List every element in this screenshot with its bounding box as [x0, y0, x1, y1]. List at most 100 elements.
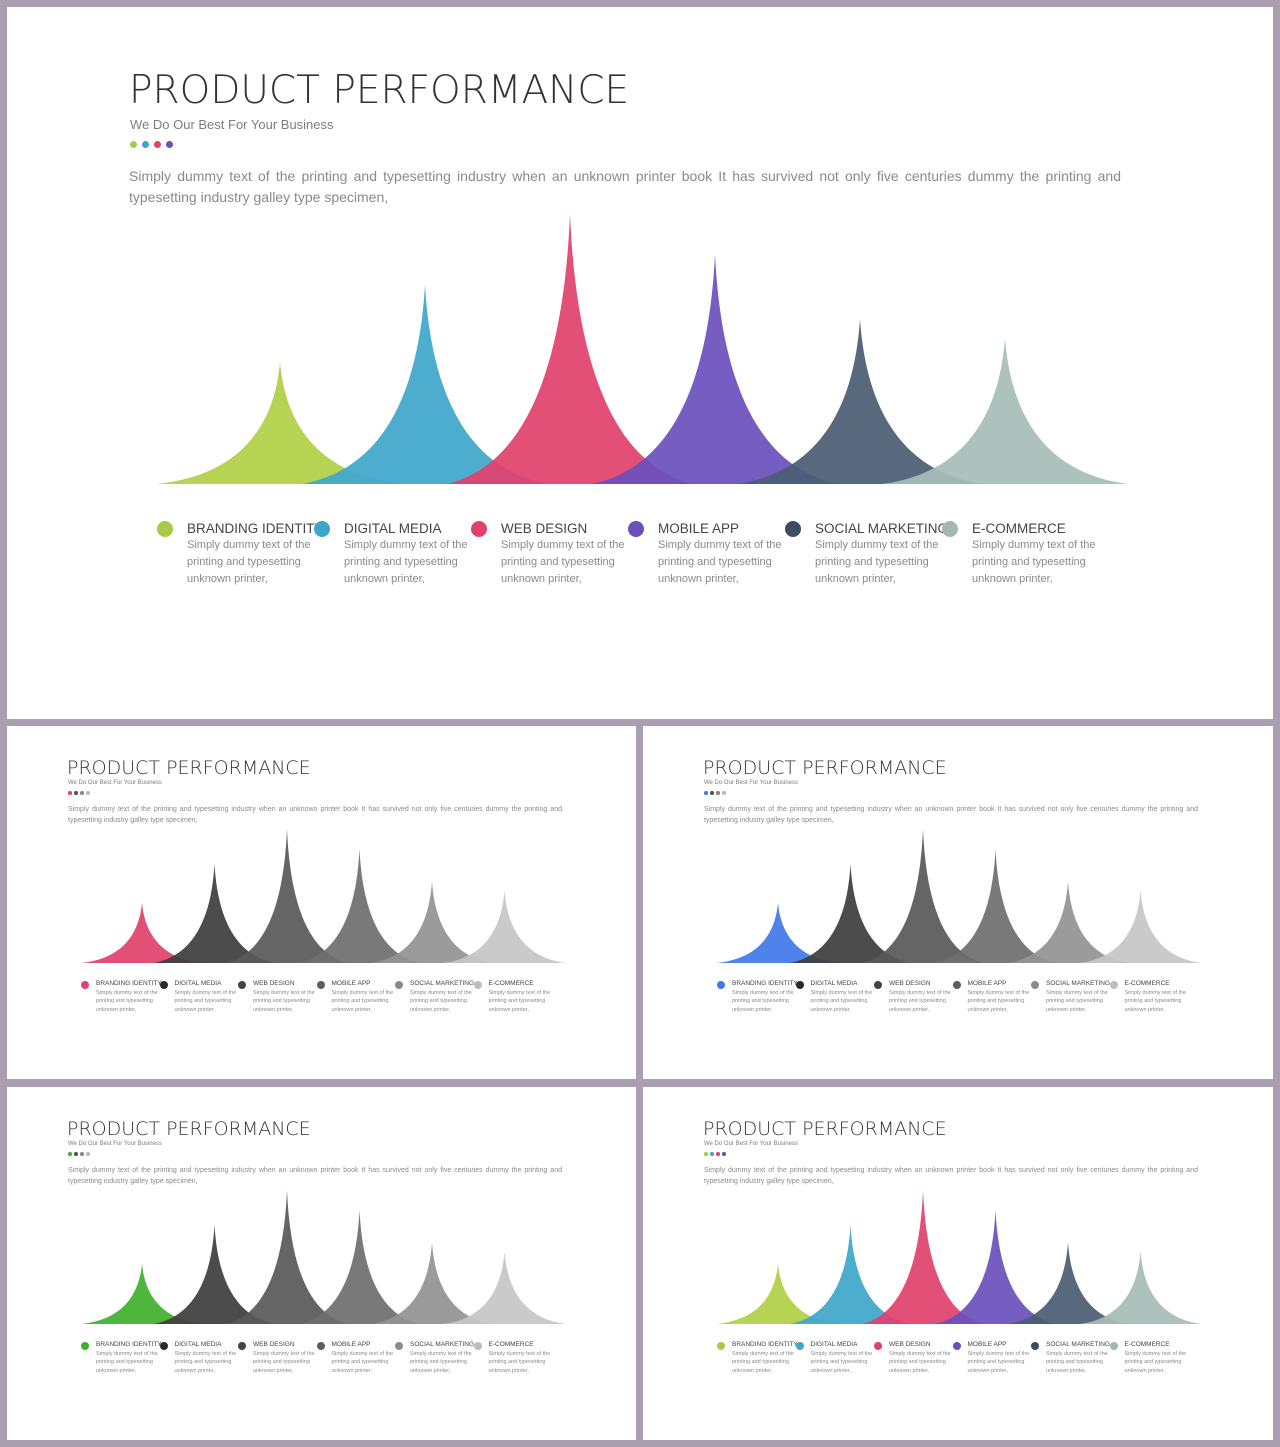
legend: BRANDING IDENTITY Simply dummy text of th…	[717, 1341, 1188, 1375]
legend-item: E-COMMERCE Simply dummy text of the print…	[473, 980, 553, 1014]
legend-label: DIGITAL MEDIA	[810, 1341, 858, 1348]
legend-item: MOBILE APP Simply dummy text of the print…	[316, 1341, 396, 1375]
accent-dots	[68, 1152, 90, 1156]
legend-label: WEB DESIGN	[889, 980, 931, 987]
legend-description: Simply dummy text of the printing and ty…	[732, 989, 794, 1013]
slide-slide-green: PRODUCT PERFORMANCE We Do Our Best For Yo…	[7, 1087, 636, 1440]
legend-description: Simply dummy text of the printing and ty…	[174, 989, 237, 1013]
accent-dot	[722, 1152, 726, 1156]
legend-label: BRANDING IDENTITY	[96, 1341, 162, 1348]
legend-description: Simply dummy text of the printing and ty…	[253, 1350, 315, 1374]
legend-description: Simply dummy text of the printing and ty…	[253, 989, 315, 1013]
legend-item: BRANDING IDENTITY Simply dummy text of th…	[717, 980, 798, 1014]
legend-label: SOCIAL MARKETING	[410, 1341, 475, 1348]
slide-slide-main: PRODUCT PERFORMANCE We Do Our Best For Yo…	[7, 7, 1273, 719]
legend-description: Simply dummy text of the printing and ty…	[344, 539, 468, 585]
accent-dot	[704, 791, 708, 795]
legend-label: SOCIAL MARKETING	[1046, 1341, 1111, 1348]
slide-description: Simply dummy text of the printing and ty…	[129, 168, 1121, 205]
peak-2	[153, 863, 276, 963]
peak-2	[302, 284, 548, 484]
legend-description: Simply dummy text of the printing and ty…	[331, 1350, 394, 1374]
peak-4	[592, 254, 838, 484]
legend-item: BRANDING IDENTITY Simply dummy text of th…	[157, 520, 324, 588]
accent-dot	[86, 1152, 90, 1156]
legend-item: MOBILE APP Simply dummy text of the print…	[316, 980, 396, 1014]
peak-1	[81, 902, 203, 963]
legend-dot	[717, 1341, 725, 1350]
legend-label: SOCIAL MARKETING	[410, 980, 475, 987]
legend-dot	[952, 980, 961, 989]
slide-subtitle: We Do Our Best For Your Business	[68, 780, 162, 786]
accent-dot	[716, 791, 720, 795]
peak-6	[443, 890, 566, 963]
legend-item: DIGITAL MEDIA Simply dummy text of the pr…	[795, 980, 875, 1014]
legend-dot	[157, 521, 173, 538]
legend-label: MOBILE APP	[331, 1341, 371, 1348]
peak-2	[153, 1224, 276, 1324]
peak-3	[862, 1190, 984, 1324]
peak-6	[443, 1251, 566, 1324]
slide-subtitle: We Do Our Best For Your Business	[130, 117, 334, 132]
accent-dot	[74, 791, 78, 795]
legend-label: MOBILE APP	[967, 1341, 1007, 1348]
accent-dot	[80, 1152, 84, 1156]
accent-dot	[722, 791, 726, 795]
legend-description: Simply dummy text of the printing and ty…	[174, 1350, 237, 1374]
legend-label: SOCIAL MARKETING	[815, 521, 949, 536]
peak-2	[789, 863, 912, 963]
legend-dot	[238, 980, 246, 989]
legend-label: BRANDING IDENTITY	[96, 980, 162, 987]
legend: BRANDING IDENTITY Simply dummy text of th…	[717, 980, 1188, 1014]
legend-item: SOCIAL MARKETING Simply dummy text of the…	[785, 520, 949, 588]
peak-4	[934, 1210, 1057, 1324]
legend-description: Simply dummy text of the printing and ty…	[1046, 1350, 1108, 1374]
legend-dot	[628, 521, 644, 538]
legend-description: Simply dummy text of the printing and ty…	[488, 1350, 551, 1374]
slide-description: Simply dummy text of the printing and ty…	[704, 806, 1198, 824]
legend-dot	[314, 521, 330, 538]
legend-item: WEB DESIGN Simply dummy text of the print…	[238, 1341, 317, 1375]
legend-item: MOBILE APP Simply dummy text of the print…	[952, 980, 1032, 1014]
legend-dot	[1031, 980, 1039, 989]
slide-slide-color-small: PRODUCT PERFORMANCE We Do Our Best For Yo…	[643, 1087, 1273, 1440]
legend-item: DIGITAL MEDIA Simply dummy text of the pr…	[795, 1341, 875, 1375]
legend-dot	[874, 1341, 882, 1350]
legend-item: DIGITAL MEDIA Simply dummy text of the pr…	[159, 980, 239, 1014]
legend-label: SOCIAL MARKETING	[1046, 980, 1111, 987]
legend-dot	[1031, 1341, 1039, 1350]
legend-dot	[952, 1341, 961, 1350]
peak-4	[298, 1210, 421, 1324]
accent-dot	[716, 1152, 720, 1156]
legend-description: Simply dummy text of the printing and ty…	[1046, 989, 1108, 1013]
peak-chart	[81, 1190, 566, 1324]
slide-slide-pink: PRODUCT PERFORMANCE We Do Our Best For Yo…	[7, 726, 636, 1079]
legend-description: Simply dummy text of the printing and ty…	[488, 989, 551, 1013]
legend-item: E-COMMERCE Simply dummy text of the print…	[1109, 980, 1189, 1014]
slide-description: Simply dummy text of the printing and ty…	[68, 806, 562, 824]
legend-item: E-COMMERCE Simply dummy text of the print…	[1109, 1341, 1189, 1375]
legend-dot	[795, 980, 804, 989]
accent-dot	[130, 141, 137, 148]
legend-item: BRANDING IDENTITY Simply dummy text of th…	[717, 1341, 798, 1375]
legend-description: Simply dummy text of the printing and ty…	[96, 989, 158, 1013]
legend-label: MOBILE APP	[658, 521, 740, 536]
accent-dots	[68, 791, 90, 795]
peak-chart	[157, 214, 1128, 484]
peak-4	[934, 849, 1057, 963]
peak-6	[1079, 890, 1202, 963]
slide-slide-blue: PRODUCT PERFORMANCE We Do Our Best For Yo…	[643, 726, 1273, 1079]
legend-dot	[159, 980, 168, 989]
legend-label: MOBILE APP	[967, 980, 1007, 987]
legend-dot	[316, 980, 325, 989]
legend-description: Simply dummy text of the printing and ty…	[889, 1350, 951, 1374]
legend-description: Simply dummy text of the printing and ty…	[658, 539, 782, 585]
legend-label: WEB DESIGN	[253, 980, 295, 987]
peak-1	[717, 902, 839, 963]
accent-dot	[80, 791, 84, 795]
legend-description: Simply dummy text of the printing and ty…	[96, 1350, 158, 1374]
legend-dot	[159, 1341, 168, 1350]
legend-dot	[942, 521, 958, 538]
legend-item: SOCIAL MARKETING Simply dummy text of the…	[1031, 1341, 1110, 1375]
accent-dot	[68, 791, 72, 795]
